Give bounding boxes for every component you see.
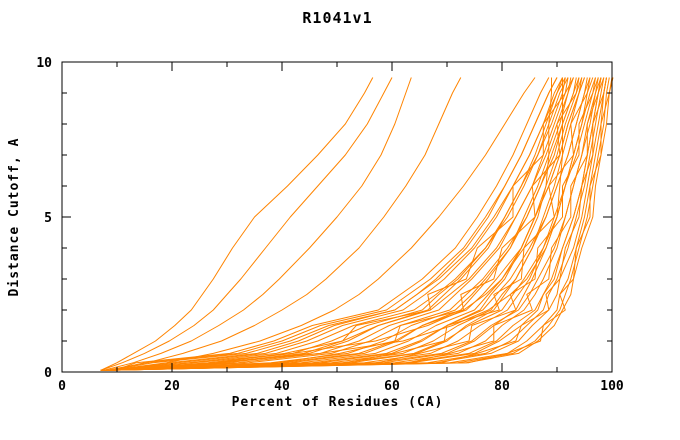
model-curve xyxy=(100,77,602,371)
model-curve xyxy=(100,77,599,371)
model-curve xyxy=(103,77,607,371)
model-curve xyxy=(105,77,585,371)
model-curve xyxy=(100,77,605,371)
model-curve xyxy=(111,77,558,371)
model-curve xyxy=(108,77,569,371)
model-curve xyxy=(100,77,374,371)
model-curve xyxy=(103,77,596,371)
model-curve xyxy=(108,77,574,371)
model-curve xyxy=(100,77,393,371)
model-curve xyxy=(108,77,563,371)
model-curve xyxy=(100,77,613,371)
model-curve xyxy=(108,77,536,371)
chart-title: R1041v1 xyxy=(302,9,373,27)
model-curve xyxy=(103,77,591,371)
x-tick-label: 100 xyxy=(600,379,624,394)
model-curve xyxy=(100,77,610,371)
model-curve xyxy=(111,77,569,371)
model-curve xyxy=(100,77,602,371)
model-curve xyxy=(103,77,588,371)
model-curve xyxy=(114,77,550,371)
x-tick-label: 40 xyxy=(274,379,290,394)
model-curve xyxy=(103,77,607,371)
model-curve xyxy=(108,77,566,371)
model-curve xyxy=(108,77,580,371)
model-curve xyxy=(108,77,563,371)
x-tick-label: 0 xyxy=(58,379,66,394)
x-tick-label: 20 xyxy=(164,379,180,394)
x-axis-label: Percent of Residues (CA) xyxy=(231,395,444,410)
model-curve xyxy=(105,77,599,371)
model-curve xyxy=(105,77,591,371)
model-curve xyxy=(103,77,412,371)
model-curve xyxy=(105,77,583,371)
model-curve xyxy=(105,77,577,371)
x-tick-label: 60 xyxy=(384,379,400,394)
model-curve xyxy=(111,77,563,371)
y-tick-label: 10 xyxy=(36,56,52,71)
model-curve xyxy=(100,77,614,371)
model-curve xyxy=(105,77,572,371)
model-curve xyxy=(105,77,583,371)
model-curve xyxy=(105,77,580,371)
y-tick-label: 5 xyxy=(44,211,52,226)
model-curve xyxy=(105,77,552,371)
model-curve xyxy=(103,77,596,371)
model-curve xyxy=(103,77,594,371)
x-tick-label: 80 xyxy=(494,379,510,394)
y-tick-label: 0 xyxy=(44,366,52,381)
model-curve xyxy=(105,77,585,371)
model-curve xyxy=(108,77,574,371)
model-curve xyxy=(105,77,462,371)
model-curve xyxy=(111,77,566,371)
